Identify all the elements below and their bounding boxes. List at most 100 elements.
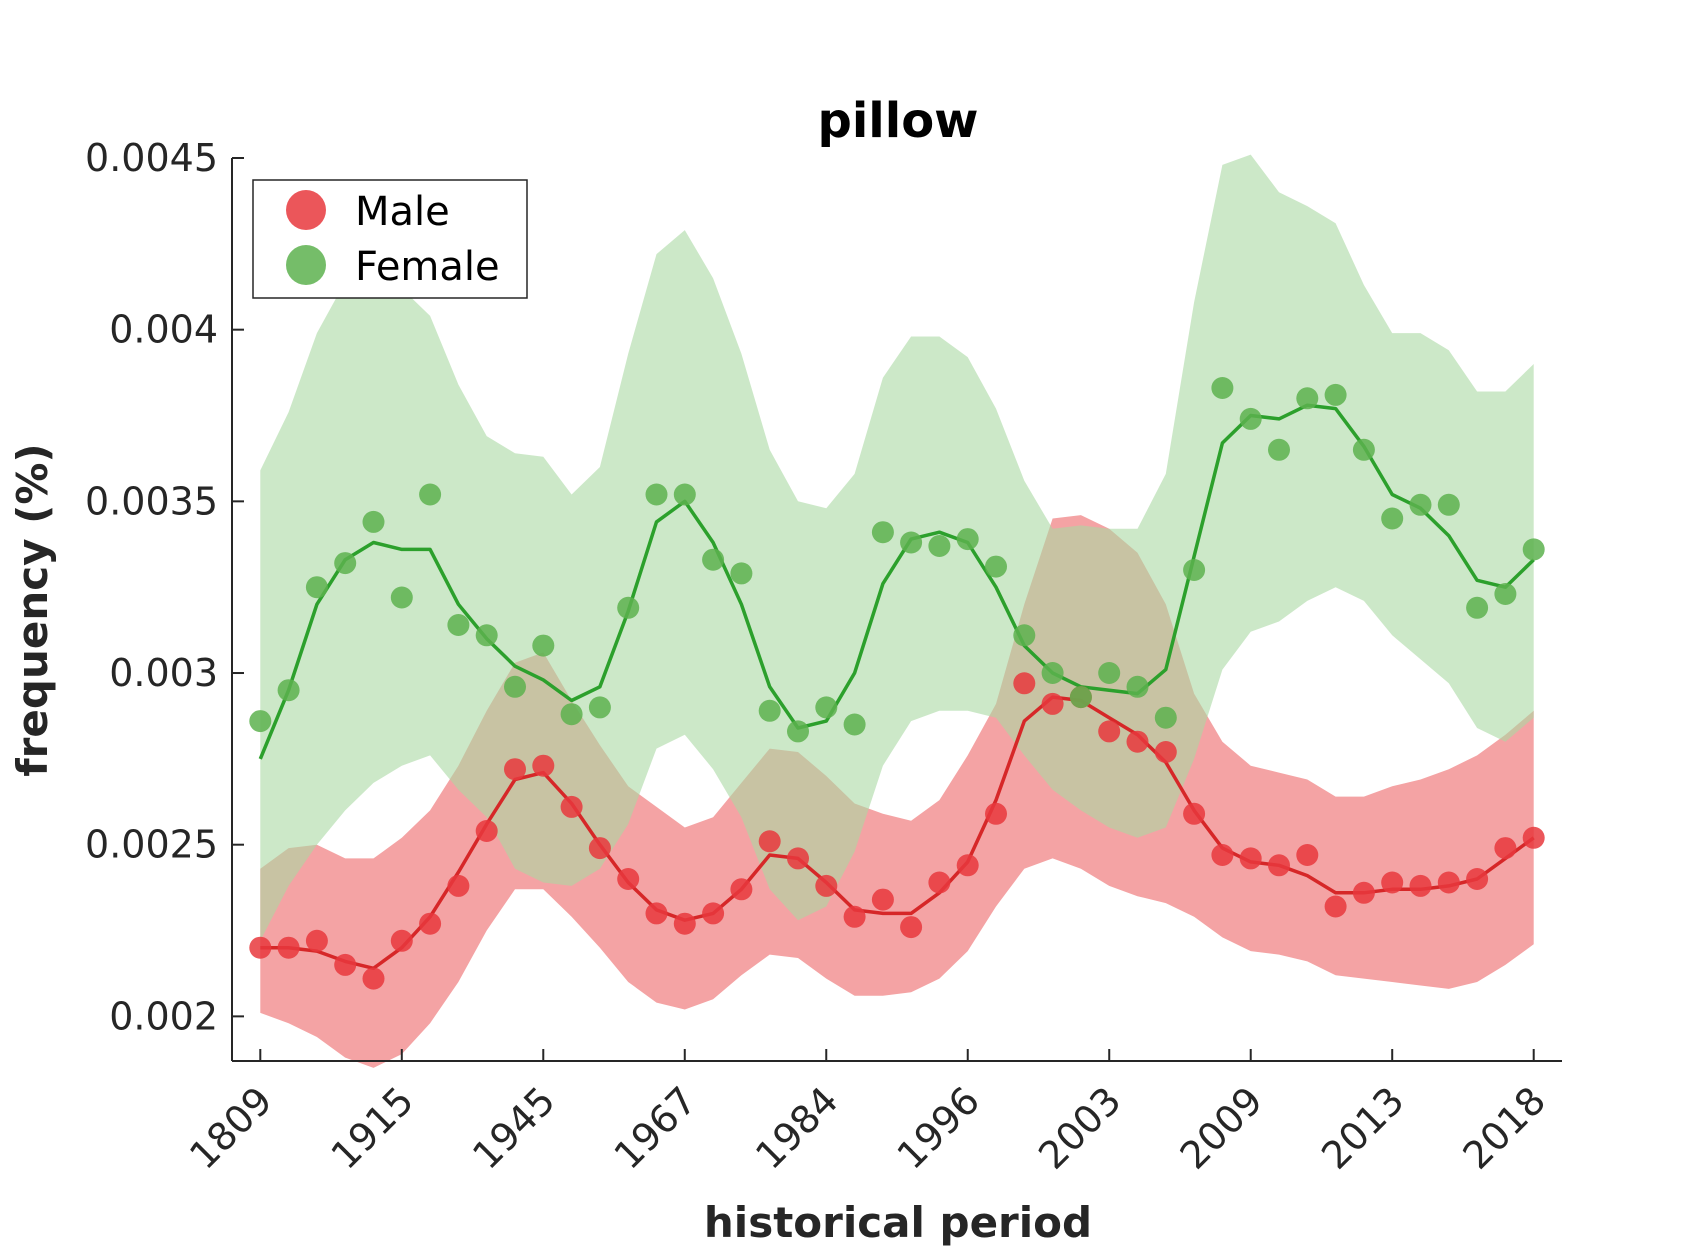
male-data-point xyxy=(305,929,328,952)
female-data-point xyxy=(419,483,442,506)
male-data-point xyxy=(1296,844,1319,866)
male-data-point xyxy=(702,902,725,925)
male-data-point xyxy=(871,888,894,911)
y-tick-label: 0.002 xyxy=(109,994,218,1038)
female-data-point xyxy=(504,675,526,698)
male-data-point xyxy=(928,871,951,894)
female-data-point xyxy=(1522,538,1545,561)
female-data-point xyxy=(1041,662,1064,684)
female-data-point xyxy=(1381,507,1404,530)
male-data-point xyxy=(1381,871,1404,894)
female-data-point xyxy=(871,521,894,544)
female-data-point xyxy=(1098,662,1121,684)
male-data-point xyxy=(1041,692,1064,715)
female-data-point xyxy=(815,696,838,719)
x-axis-title: historical period xyxy=(704,1198,1092,1246)
x-tick-label: 1967 xyxy=(606,1078,706,1178)
female-data-point xyxy=(362,510,385,533)
female-data-point xyxy=(390,586,413,609)
male-data-point xyxy=(730,878,753,901)
legend: Male Female xyxy=(252,179,528,299)
male-data-point xyxy=(1098,720,1121,743)
female-data-point xyxy=(1069,686,1092,709)
female-confidence-band xyxy=(260,154,1534,941)
x-tick-label: 1996 xyxy=(889,1078,989,1178)
female-data-point xyxy=(1324,383,1347,406)
female-data-point xyxy=(1239,407,1262,430)
y-axis-title: frequency (%) xyxy=(8,443,57,776)
female-trend-line xyxy=(258,403,1535,760)
male-data-point xyxy=(390,929,413,952)
male-data-point xyxy=(815,874,838,897)
y-tick-label: 0.003 xyxy=(109,651,218,695)
female-data-point xyxy=(334,552,357,575)
male-data-point xyxy=(334,953,357,976)
male-data-point xyxy=(504,758,526,781)
male-data-point xyxy=(787,847,809,870)
female-data-point xyxy=(532,634,555,657)
female-data-point xyxy=(1211,377,1234,399)
legend-marker-female xyxy=(286,245,326,285)
y-tick-label: 0.004 xyxy=(109,308,218,352)
male-data-point xyxy=(362,967,385,990)
female-data-point xyxy=(305,576,328,599)
male-data-point xyxy=(1437,871,1460,894)
male-data-point xyxy=(277,936,300,959)
y-tick-label: 0.0025 xyxy=(85,823,218,867)
male-data-point xyxy=(1522,826,1545,849)
female-data-point xyxy=(645,483,668,506)
male-data-point xyxy=(985,802,1007,825)
female-data-point xyxy=(673,483,696,506)
male-data-point xyxy=(249,936,272,959)
female-data-point xyxy=(730,562,753,585)
y-tick-label: 0.0035 xyxy=(85,479,218,523)
female-data-point xyxy=(956,528,979,551)
x-tick-label: 2003 xyxy=(1030,1078,1130,1178)
confidence-bands xyxy=(260,154,1534,1068)
female-data-point xyxy=(1013,624,1036,647)
x-tick-label: 2018 xyxy=(1455,1078,1555,1178)
male-data-point xyxy=(447,874,470,897)
male-trend-line xyxy=(260,695,1535,971)
male-data-point xyxy=(560,795,583,818)
female-data-point xyxy=(928,535,951,557)
male-data-point xyxy=(1409,874,1432,897)
female-data-point xyxy=(617,596,640,619)
female-data-point xyxy=(588,696,611,719)
male-data-point xyxy=(1324,895,1347,918)
male-data-point xyxy=(588,837,611,860)
male-data-point xyxy=(475,820,498,842)
x-tick-label: 1984 xyxy=(747,1078,847,1178)
female-data-point xyxy=(900,531,923,554)
legend-marker-male xyxy=(286,190,326,230)
female-data-point xyxy=(1268,438,1290,461)
male-data-point xyxy=(1126,730,1149,753)
male-data-point xyxy=(1154,741,1177,763)
female-data-point xyxy=(1154,706,1177,729)
male-data-point xyxy=(532,754,555,777)
female-data-point xyxy=(1352,438,1375,461)
female-data-point xyxy=(1126,675,1149,698)
male-data-point xyxy=(1466,868,1489,890)
female-data-point xyxy=(475,624,498,647)
x-tick-label: 1809 xyxy=(181,1078,281,1178)
male-confidence-band xyxy=(260,515,1534,1068)
female-data-point xyxy=(1466,596,1489,619)
y-ticks: 0.002 0.0025 0.003 0.0035 0.004 0.0045 xyxy=(85,136,244,1038)
male-data-point xyxy=(758,830,781,853)
legend-label-male: Male xyxy=(355,189,450,235)
female-data-point xyxy=(702,548,725,571)
x-tick-label: 2009 xyxy=(1172,1078,1272,1178)
male-data-point xyxy=(1268,854,1290,877)
male-data-point xyxy=(1494,837,1517,860)
female-data-point xyxy=(758,699,781,722)
data-points xyxy=(249,377,1545,990)
male-data-point xyxy=(900,916,923,939)
female-data-point xyxy=(277,679,300,702)
legend-label-female: Female xyxy=(355,244,500,290)
female-data-point xyxy=(843,713,866,736)
male-data-point xyxy=(1013,672,1036,695)
female-data-point xyxy=(447,614,470,636)
